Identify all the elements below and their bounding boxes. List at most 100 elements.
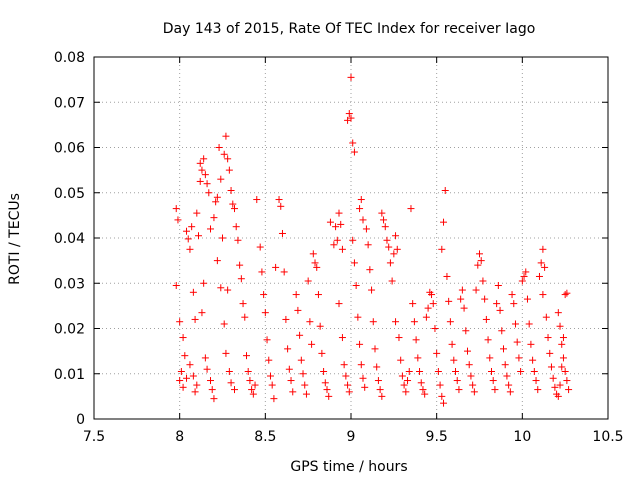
- data-point: [354, 313, 362, 321]
- data-point: [429, 300, 437, 308]
- data-point: [366, 266, 374, 274]
- data-point: [371, 345, 379, 353]
- data-point: [532, 377, 540, 385]
- data-point: [523, 295, 531, 303]
- data-point: [544, 334, 552, 342]
- data-point: [282, 315, 290, 323]
- data-point: [345, 110, 353, 118]
- data-point: [434, 367, 442, 375]
- data-point: [326, 218, 334, 226]
- data-point: [487, 367, 495, 375]
- data-point: [443, 272, 451, 280]
- data-point: [287, 377, 295, 385]
- data-point: [414, 354, 422, 362]
- data-point: [244, 367, 252, 375]
- data-point: [484, 336, 492, 344]
- data-point: [481, 295, 489, 303]
- data-point: [556, 381, 564, 389]
- x-tick-label: 10.5: [592, 429, 623, 445]
- data-point: [304, 277, 312, 285]
- data-point: [549, 374, 557, 382]
- data-point: [222, 349, 230, 357]
- data-point: [225, 367, 233, 375]
- data-point: [361, 383, 369, 391]
- data-point: [503, 372, 511, 380]
- data-point: [513, 338, 521, 346]
- data-point: [234, 236, 242, 244]
- data-point: [438, 392, 446, 400]
- y-tick-label: 0.04: [54, 231, 85, 247]
- data-point: [364, 241, 372, 249]
- data-point: [268, 381, 276, 389]
- data-point: [191, 388, 199, 396]
- data-point: [183, 374, 191, 382]
- data-point: [292, 291, 300, 299]
- data-point: [357, 361, 365, 369]
- y-tick-label: 0: [76, 412, 85, 428]
- data-point: [448, 340, 456, 348]
- data-point: [213, 193, 221, 201]
- data-point: [352, 282, 360, 290]
- data-point: [477, 257, 485, 265]
- data-point: [520, 272, 528, 280]
- data-point: [378, 392, 386, 400]
- data-point: [491, 386, 499, 394]
- data-point: [419, 386, 427, 394]
- data-point: [422, 313, 430, 321]
- data-point: [350, 259, 358, 267]
- data-point: [239, 300, 247, 308]
- data-point: [220, 320, 228, 328]
- data-point: [359, 374, 367, 382]
- data-point: [539, 245, 547, 253]
- data-point: [201, 354, 209, 362]
- data-point: [332, 223, 340, 231]
- data-point: [314, 291, 322, 299]
- data-point: [220, 150, 228, 158]
- data-point: [522, 268, 530, 276]
- data-point: [510, 300, 518, 308]
- data-point: [393, 245, 401, 253]
- data-point: [311, 259, 319, 267]
- data-point: [198, 166, 206, 174]
- data-point: [464, 347, 472, 355]
- data-point: [357, 196, 365, 204]
- data-points: [172, 73, 573, 407]
- data-point: [193, 209, 201, 217]
- data-point: [222, 132, 230, 140]
- data-point: [272, 263, 280, 271]
- data-point: [265, 356, 273, 364]
- data-point: [302, 390, 310, 398]
- data-point: [440, 218, 448, 226]
- data-point: [469, 381, 477, 389]
- data-point: [338, 245, 346, 253]
- data-point: [200, 155, 208, 163]
- x-tick-label: 7.5: [83, 429, 105, 445]
- data-point: [186, 245, 194, 253]
- data-point: [277, 202, 285, 210]
- grid-lines: [94, 57, 608, 419]
- data-point: [207, 377, 215, 385]
- data-point: [390, 250, 398, 258]
- data-point: [225, 166, 233, 174]
- data-point: [529, 356, 537, 364]
- data-point: [539, 291, 547, 299]
- data-point: [506, 388, 514, 396]
- data-point: [380, 216, 388, 224]
- data-point: [174, 216, 182, 224]
- data-point: [455, 386, 463, 394]
- y-tick-label: 0.02: [54, 322, 85, 338]
- data-point: [296, 331, 304, 339]
- data-point: [224, 286, 232, 294]
- data-point: [373, 363, 381, 371]
- data-point: [489, 377, 497, 385]
- data-point: [559, 354, 567, 362]
- data-point: [402, 388, 410, 396]
- data-point: [482, 315, 490, 323]
- data-point: [176, 377, 184, 385]
- y-axis-label: ROTI / TECUs: [7, 193, 23, 285]
- data-point: [215, 144, 223, 151]
- y-tick-label: 0.01: [54, 367, 85, 383]
- data-point: [337, 220, 345, 228]
- data-point: [181, 352, 189, 360]
- data-point: [246, 377, 254, 385]
